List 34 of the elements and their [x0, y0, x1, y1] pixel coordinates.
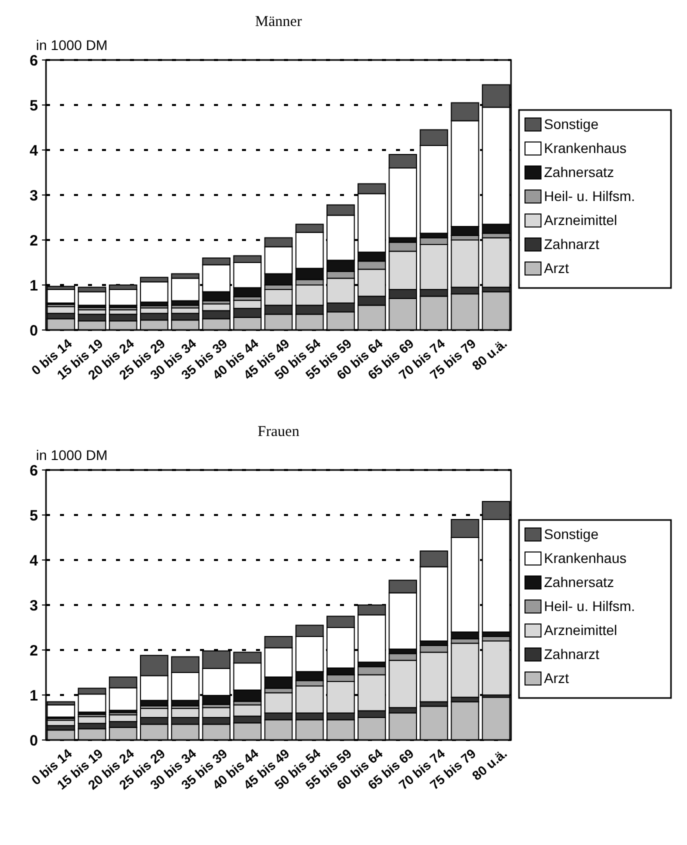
legend-label: Arzneimittel	[544, 622, 618, 638]
y-tick-label: 0	[30, 732, 38, 750]
y-tick-label: 0	[30, 322, 38, 340]
chart-title: Männer	[255, 14, 302, 30]
y-axis-title: in 1000 DM	[36, 447, 108, 463]
legend-label: Arzt	[544, 260, 569, 276]
y-tick-label: 4	[30, 142, 39, 160]
y-tick-label: 1	[30, 277, 38, 294]
y-tick-label: 2	[30, 642, 38, 660]
y-tick-label: 2	[30, 232, 38, 250]
legend-label: Zahnersatz	[544, 574, 614, 590]
y-tick-label: 4	[30, 552, 39, 570]
y-tick-label: 5	[30, 507, 38, 524]
legend-label: Zahnarzt	[544, 236, 600, 252]
y-axis-title: in 1000 DM	[36, 37, 108, 53]
bar	[140, 281, 168, 303]
legend-label: Krankenhaus	[544, 550, 627, 566]
y-tick-label: 6	[30, 52, 38, 70]
legend-label: Zahnarzt	[544, 646, 600, 662]
legend-label: Zahnersatz	[544, 164, 614, 180]
legend-label: Arzt	[544, 670, 569, 686]
chart-title: Frauen	[258, 424, 300, 440]
y-tick-label: 3	[30, 597, 38, 614]
y-tick-label: 1	[30, 687, 38, 704]
y-tick-label: 6	[30, 462, 38, 480]
y-tick-label: 3	[30, 187, 38, 204]
y-tick-label: 5	[30, 97, 38, 114]
legend-label: Arzneimittel	[544, 212, 618, 228]
bar	[78, 291, 106, 306]
legend-label: Heil- u. Hilfsm.	[544, 188, 636, 204]
legend-label: Sonstige	[544, 116, 599, 132]
legend-label: Heil- u. Hilfsm.	[544, 598, 636, 614]
legend-label: Sonstige	[544, 526, 599, 542]
legend-label: Krankenhaus	[544, 140, 627, 156]
